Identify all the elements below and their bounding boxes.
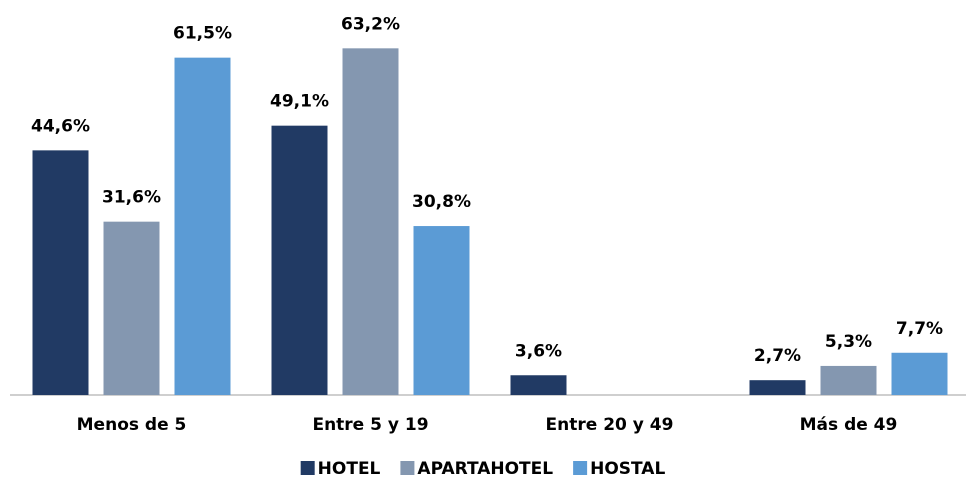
bar <box>174 57 231 395</box>
x-tick-label: Entre 5 y 19 <box>312 415 428 435</box>
legend-swatch <box>400 461 415 475</box>
x-tick-label: Menos de 5 <box>77 415 187 435</box>
bar <box>891 352 948 395</box>
data-label: 7,7% <box>896 319 943 339</box>
legend-label: APARTAHOTEL <box>417 459 553 479</box>
data-label: 61,5% <box>173 24 232 44</box>
legend-swatch <box>300 461 315 475</box>
bar <box>820 365 877 395</box>
bar <box>413 226 470 395</box>
data-label: 5,3% <box>825 332 872 352</box>
data-label: 44,6% <box>31 116 90 136</box>
bar <box>103 221 160 395</box>
legend-label: HOTEL <box>318 459 381 479</box>
bar <box>271 125 328 395</box>
bar <box>510 375 567 395</box>
legend-label: HOSTAL <box>590 459 665 479</box>
bar <box>342 48 399 396</box>
legend-swatch <box>573 461 588 475</box>
data-label: 49,1% <box>270 92 329 112</box>
x-tick-label: Entre 20 y 49 <box>546 415 674 435</box>
data-label: 2,7% <box>754 346 801 366</box>
data-label: 31,6% <box>102 188 161 208</box>
bar <box>32 150 89 395</box>
bar <box>749 380 806 395</box>
data-label: 63,2% <box>341 14 400 34</box>
data-label: 30,8% <box>412 192 471 212</box>
x-tick-label: Más de 49 <box>800 415 898 435</box>
data-label: 3,6% <box>515 341 562 361</box>
